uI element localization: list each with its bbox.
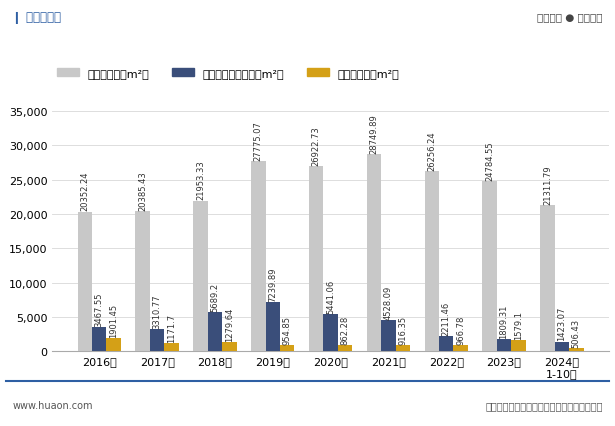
- Text: 1279.64: 1279.64: [225, 308, 234, 342]
- Text: 24784.55: 24784.55: [485, 141, 494, 181]
- Text: 954.85: 954.85: [283, 315, 292, 344]
- Text: 862.28: 862.28: [341, 315, 349, 345]
- Text: 1809.31: 1809.31: [499, 304, 509, 338]
- Bar: [453, 345, 468, 351]
- Text: 7239.89: 7239.89: [268, 266, 277, 301]
- Bar: [540, 205, 555, 351]
- Text: 1423.07: 1423.07: [557, 306, 566, 341]
- Text: 21311.79: 21311.79: [543, 165, 552, 204]
- Bar: [266, 302, 280, 351]
- Text: 专业严谨 ● 客观科学: 专业严谨 ● 客观科学: [537, 12, 603, 22]
- Bar: [338, 345, 352, 351]
- Bar: [164, 343, 179, 351]
- Bar: [569, 348, 584, 351]
- Text: 2016-2024年10月贵州省房地产施工及竣工面积: 2016-2024年10月贵州省房地产施工及竣工面积: [161, 58, 454, 76]
- Text: 28749.89: 28749.89: [370, 114, 378, 153]
- Text: 20385.43: 20385.43: [138, 171, 147, 211]
- Text: 1171.7: 1171.7: [167, 314, 176, 343]
- Bar: [511, 341, 526, 351]
- Bar: [309, 167, 323, 351]
- Legend: 施工面积（万m²）, 新开工施工面积（万m²）, 竣工面积（万m²）: 施工面积（万m²）, 新开工施工面积（万m²）, 竣工面积（万m²）: [52, 64, 404, 83]
- Text: 4528.09: 4528.09: [384, 285, 393, 320]
- Bar: [193, 201, 208, 351]
- Bar: [77, 212, 92, 351]
- Bar: [395, 345, 410, 351]
- Text: www.huaon.com: www.huaon.com: [12, 400, 93, 410]
- Text: 3310.77: 3310.77: [153, 293, 162, 328]
- Text: 1901.45: 1901.45: [109, 303, 118, 337]
- Bar: [222, 343, 237, 351]
- Text: 数据来源：国家统计局；华经产业研究院整理: 数据来源：国家统计局；华经产业研究院整理: [485, 400, 603, 410]
- Text: ❙ 华经情报网: ❙ 华经情报网: [12, 11, 62, 23]
- Bar: [280, 345, 295, 351]
- Text: 916.35: 916.35: [399, 315, 407, 344]
- Bar: [208, 313, 222, 351]
- Bar: [251, 161, 266, 351]
- Bar: [92, 328, 106, 351]
- Bar: [439, 336, 453, 351]
- Bar: [482, 181, 497, 351]
- Bar: [106, 338, 121, 351]
- Text: 3467.55: 3467.55: [95, 292, 104, 327]
- Text: 1579.1: 1579.1: [514, 311, 523, 340]
- Bar: [424, 172, 439, 351]
- Text: 5689.2: 5689.2: [210, 282, 220, 311]
- Bar: [381, 320, 395, 351]
- Text: 21953.33: 21953.33: [196, 160, 205, 200]
- Bar: [135, 212, 150, 351]
- Bar: [150, 329, 164, 351]
- Text: 20352.24: 20352.24: [81, 172, 89, 211]
- Text: 26256.24: 26256.24: [427, 131, 436, 170]
- Bar: [367, 155, 381, 351]
- Text: 5441.06: 5441.06: [326, 279, 335, 313]
- Bar: [323, 314, 338, 351]
- Bar: [555, 342, 569, 351]
- Text: 26922.73: 26922.73: [312, 127, 320, 166]
- Text: 966.78: 966.78: [456, 314, 465, 344]
- Bar: [497, 339, 511, 351]
- Text: 506.43: 506.43: [572, 318, 581, 347]
- Text: 27775.07: 27775.07: [254, 121, 263, 160]
- Text: 2211.46: 2211.46: [442, 301, 451, 335]
